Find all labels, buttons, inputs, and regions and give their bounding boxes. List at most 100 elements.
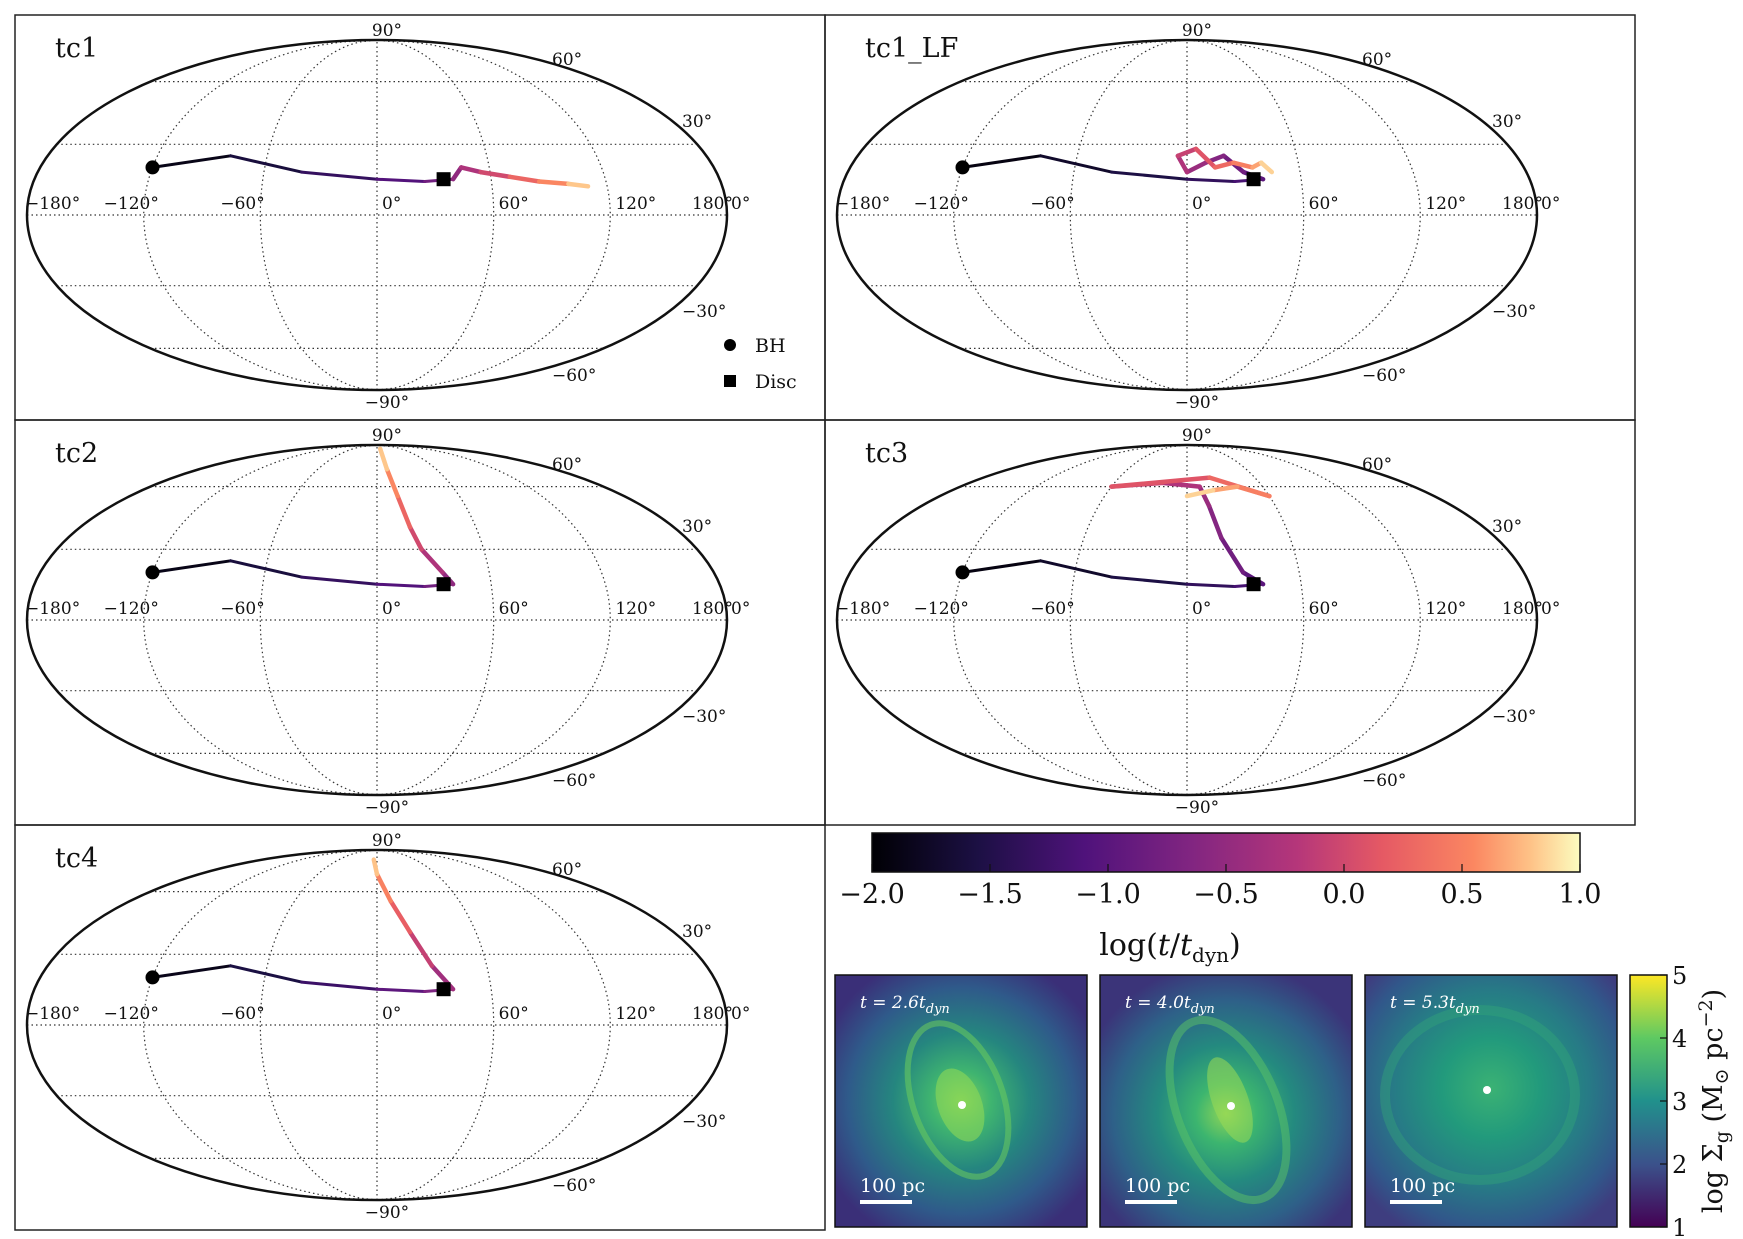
meridian-line xyxy=(376,849,495,1201)
lat-tick-label: −60° xyxy=(1362,771,1406,791)
lon-tick-label: −180° xyxy=(835,194,890,214)
meridian-line xyxy=(376,39,611,391)
snapshot-3-scale-label: 100 pc xyxy=(1390,1175,1455,1197)
lat-tick-label: 30° xyxy=(682,517,712,537)
legend-bh-label: BH xyxy=(755,335,786,357)
lon-tick-label: −120° xyxy=(914,194,969,214)
lat-tick-label: −90° xyxy=(365,798,409,818)
panel-tc3: −180° −120° −60° 0° 60° 120° 180°0°90°60°30°−3… xyxy=(835,426,1560,818)
lat-tick-label: 30° xyxy=(1492,112,1522,132)
disc-marker xyxy=(1246,577,1261,592)
trajectory-segment xyxy=(536,179,571,187)
panel-frame-tc4 xyxy=(14,824,826,1231)
lon-tick-label-right: 0° xyxy=(731,194,750,214)
lon-tick-label-right: 0° xyxy=(731,1004,750,1024)
meridian-line xyxy=(1186,39,1421,391)
bh-marker xyxy=(145,970,160,985)
trajectory-segment xyxy=(1039,559,1114,579)
lat-tick-label: 60° xyxy=(552,860,582,880)
trajectory-segment xyxy=(151,559,233,574)
trajectory-segment xyxy=(1184,160,1208,175)
meridian-line xyxy=(376,444,495,796)
lon-tick-label: 0° xyxy=(1192,599,1211,619)
lat-tick-label: −30° xyxy=(682,1112,726,1132)
panel-tc1-lf: −180° −120° −60° 0° 60° 120° 180°0°90°60°30°−3… xyxy=(835,21,1560,413)
snapshot-3-scale-bar xyxy=(1390,1200,1442,1204)
lon-tick-label-right: 0° xyxy=(731,599,750,619)
lon-tick-label: 60° xyxy=(1309,194,1339,214)
lon-tick-label: −180° xyxy=(835,599,890,619)
trajectory-segment xyxy=(1193,146,1218,170)
density-colorbar-tick-label: 2 xyxy=(1672,1151,1687,1179)
panel-tc1: −180° −120° −60° 0° 60° 120° 180°0°90°60°30°−3… xyxy=(25,21,797,413)
trajectory-tc4 xyxy=(151,857,456,993)
snapshot-1-scale-label: 100 pc xyxy=(860,1175,925,1197)
lon-tick-label: 120° xyxy=(615,599,656,619)
disc-marker xyxy=(436,982,451,997)
trajectory-segment xyxy=(1110,575,1189,586)
trajectory-segment xyxy=(507,174,542,184)
lat-tick-label: −60° xyxy=(552,771,596,791)
lon-tick-label: 120° xyxy=(1425,194,1466,214)
snapshot-1: t = 2.6tdyn 100 pc xyxy=(834,974,1088,1228)
snapshot-3-time: t = 5.3tdyn xyxy=(1390,993,1480,1017)
projection-boundary xyxy=(25,38,729,392)
meridian-line xyxy=(1069,444,1188,796)
lat-tick-label: 60° xyxy=(1362,455,1392,475)
lon-tick-label: 0° xyxy=(382,194,401,214)
snapshot-2: t = 4.0tdyn 100 pc xyxy=(1099,974,1353,1228)
trajectory-segment xyxy=(1039,154,1114,174)
lon-tick-label: −60° xyxy=(1030,194,1074,214)
trajectory-segment xyxy=(1110,170,1189,181)
snapshot-1-scale-bar xyxy=(860,1200,912,1204)
bh-marker xyxy=(955,565,970,580)
lon-tick-label: −120° xyxy=(914,599,969,619)
lon-tick-label: 0° xyxy=(382,1004,401,1024)
density-colorbar-tick-label: 3 xyxy=(1672,1088,1687,1116)
meridian-line xyxy=(143,849,378,1201)
lon-tick-label: −60° xyxy=(220,599,264,619)
lat-tick-label: 30° xyxy=(1492,517,1522,537)
lon-tick-label-right: 0° xyxy=(1541,194,1560,214)
lat-tick-label: 90° xyxy=(1182,426,1212,446)
meridian-line xyxy=(376,849,611,1201)
panel-tc4: −180° −120° −60° 0° 60° 120° 180°0°90°60°30°−3… xyxy=(25,831,750,1223)
legend: BH Disc xyxy=(724,335,797,393)
panel-title: tc3 xyxy=(865,438,908,469)
colorbar-tick-label: 0.5 xyxy=(1441,879,1484,910)
lon-tick-label: 60° xyxy=(499,194,529,214)
trajectory-tc2 xyxy=(151,446,456,588)
snapshot-2-core xyxy=(1207,1057,1253,1143)
lon-tick-label: 60° xyxy=(1309,599,1339,619)
meridian-line xyxy=(259,444,378,796)
trajectory-segment xyxy=(1212,160,1236,170)
trajectory-segment xyxy=(566,181,591,189)
snapshot-2-scale-label: 100 pc xyxy=(1125,1175,1190,1197)
panel-frame-tc3 xyxy=(824,419,1636,826)
trajectory-segment xyxy=(1175,146,1199,159)
meridian-line xyxy=(1069,39,1188,391)
trajectory-segment xyxy=(1210,484,1240,493)
trajectory-segment xyxy=(1219,535,1246,575)
lat-tick-label: 30° xyxy=(682,112,712,132)
lat-tick-label: −90° xyxy=(365,1203,409,1223)
time-colorbar-label: log(t/tdyn) xyxy=(1099,928,1241,967)
trajectory-segment xyxy=(229,964,304,984)
lon-tick-label: 120° xyxy=(615,194,656,214)
trajectory-segment xyxy=(300,980,379,991)
lon-tick-label: −180° xyxy=(25,1004,80,1024)
lon-tick-label: 60° xyxy=(499,599,529,619)
trajectory-segment xyxy=(375,987,427,993)
meridian-line xyxy=(259,849,378,1201)
lat-tick-label: 30° xyxy=(682,922,712,942)
lon-tick-label: −180° xyxy=(25,194,80,214)
meridian-line xyxy=(143,39,378,391)
trajectory-segment xyxy=(1175,153,1190,175)
meridian-line xyxy=(143,444,378,796)
snapshot-1-time: t = 2.6tdyn xyxy=(860,993,950,1017)
trajectory-tc3 xyxy=(961,475,1272,588)
lat-tick-label: 60° xyxy=(1362,50,1392,70)
trajectory-segment xyxy=(151,154,233,169)
meridian-line xyxy=(376,39,495,391)
bh-marker xyxy=(145,160,160,175)
